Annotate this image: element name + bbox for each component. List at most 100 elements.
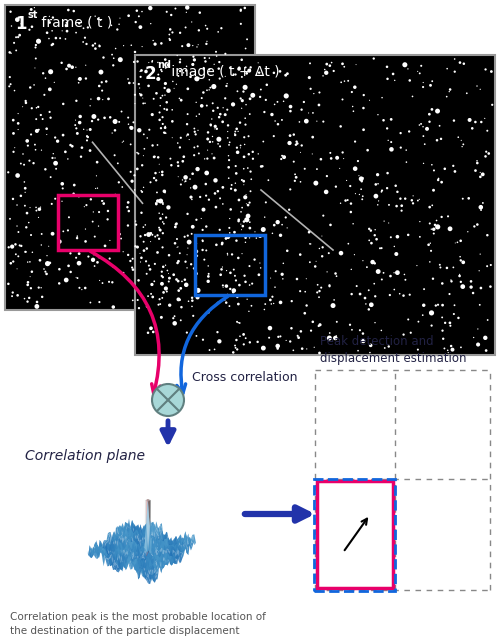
- Point: [406, 75, 413, 86]
- Point: [72, 252, 80, 263]
- Point: [245, 306, 253, 316]
- Point: [108, 20, 116, 30]
- Point: [154, 74, 162, 84]
- Point: [221, 93, 229, 104]
- Point: [76, 111, 84, 122]
- Point: [32, 43, 40, 53]
- Point: [210, 59, 218, 70]
- Point: [56, 264, 64, 274]
- Point: [176, 283, 184, 294]
- Point: [31, 140, 39, 150]
- Point: [84, 251, 92, 261]
- Point: [221, 109, 229, 120]
- Point: [83, 135, 91, 146]
- Point: [330, 66, 338, 76]
- Point: [206, 75, 214, 85]
- Point: [191, 182, 199, 193]
- Point: [59, 130, 67, 140]
- Point: [374, 169, 382, 180]
- Point: [221, 295, 229, 305]
- Point: [249, 153, 257, 164]
- Point: [174, 171, 182, 182]
- Point: [242, 277, 250, 287]
- Point: [416, 120, 424, 130]
- Point: [419, 77, 427, 88]
- Point: [44, 241, 52, 251]
- Point: [30, 80, 38, 90]
- Point: [476, 172, 484, 182]
- Point: [229, 99, 237, 109]
- Point: [164, 86, 172, 96]
- Point: [86, 124, 94, 135]
- Point: [164, 265, 172, 276]
- Point: [34, 283, 42, 293]
- Point: [342, 175, 350, 185]
- Point: [192, 280, 200, 290]
- Point: [202, 21, 209, 31]
- Point: [92, 171, 100, 181]
- Point: [298, 140, 306, 151]
- Point: [208, 114, 216, 124]
- Point: [212, 46, 220, 57]
- Point: [470, 332, 478, 343]
- Point: [40, 264, 48, 274]
- Point: [156, 225, 164, 236]
- Point: [443, 64, 451, 74]
- Point: [33, 301, 41, 312]
- Point: [151, 151, 159, 162]
- Point: [227, 184, 235, 194]
- Point: [216, 109, 224, 119]
- Point: [160, 104, 168, 114]
- Point: [98, 278, 106, 289]
- Point: [189, 59, 197, 70]
- Point: [104, 94, 112, 104]
- Point: [62, 20, 70, 30]
- Point: [459, 257, 467, 267]
- Point: [173, 50, 181, 61]
- Point: [56, 236, 64, 247]
- Point: [428, 321, 436, 331]
- Point: [186, 71, 194, 82]
- Point: [310, 342, 318, 352]
- Point: [118, 182, 126, 192]
- Point: [296, 249, 304, 260]
- Point: [352, 189, 360, 199]
- Point: [74, 273, 82, 283]
- Point: [70, 180, 78, 190]
- Point: [8, 291, 16, 301]
- Point: [24, 296, 32, 307]
- Point: [372, 179, 380, 189]
- Text: 2: 2: [145, 65, 156, 83]
- Point: [199, 236, 207, 247]
- Point: [176, 66, 184, 76]
- Point: [322, 187, 330, 197]
- Point: [232, 335, 240, 345]
- Point: [174, 294, 182, 305]
- Point: [308, 149, 316, 159]
- Point: [224, 104, 232, 115]
- Point: [7, 48, 15, 59]
- Point: [292, 172, 300, 182]
- Point: [370, 278, 378, 289]
- Point: [166, 273, 173, 283]
- Point: [463, 88, 471, 99]
- Point: [48, 40, 56, 50]
- Point: [108, 128, 116, 138]
- Bar: [58, 195, 118, 250]
- Point: [200, 63, 207, 73]
- Circle shape: [152, 384, 184, 416]
- Point: [196, 8, 204, 18]
- Point: [106, 112, 114, 122]
- Point: [242, 62, 250, 73]
- Point: [346, 319, 354, 330]
- Point: [110, 150, 118, 160]
- Point: [230, 285, 238, 296]
- Point: [370, 230, 378, 240]
- Point: [274, 217, 281, 227]
- Point: [470, 222, 478, 232]
- Point: [457, 277, 465, 287]
- Point: [96, 297, 104, 307]
- Point: [228, 249, 236, 260]
- Point: [363, 262, 371, 272]
- Point: [215, 134, 223, 144]
